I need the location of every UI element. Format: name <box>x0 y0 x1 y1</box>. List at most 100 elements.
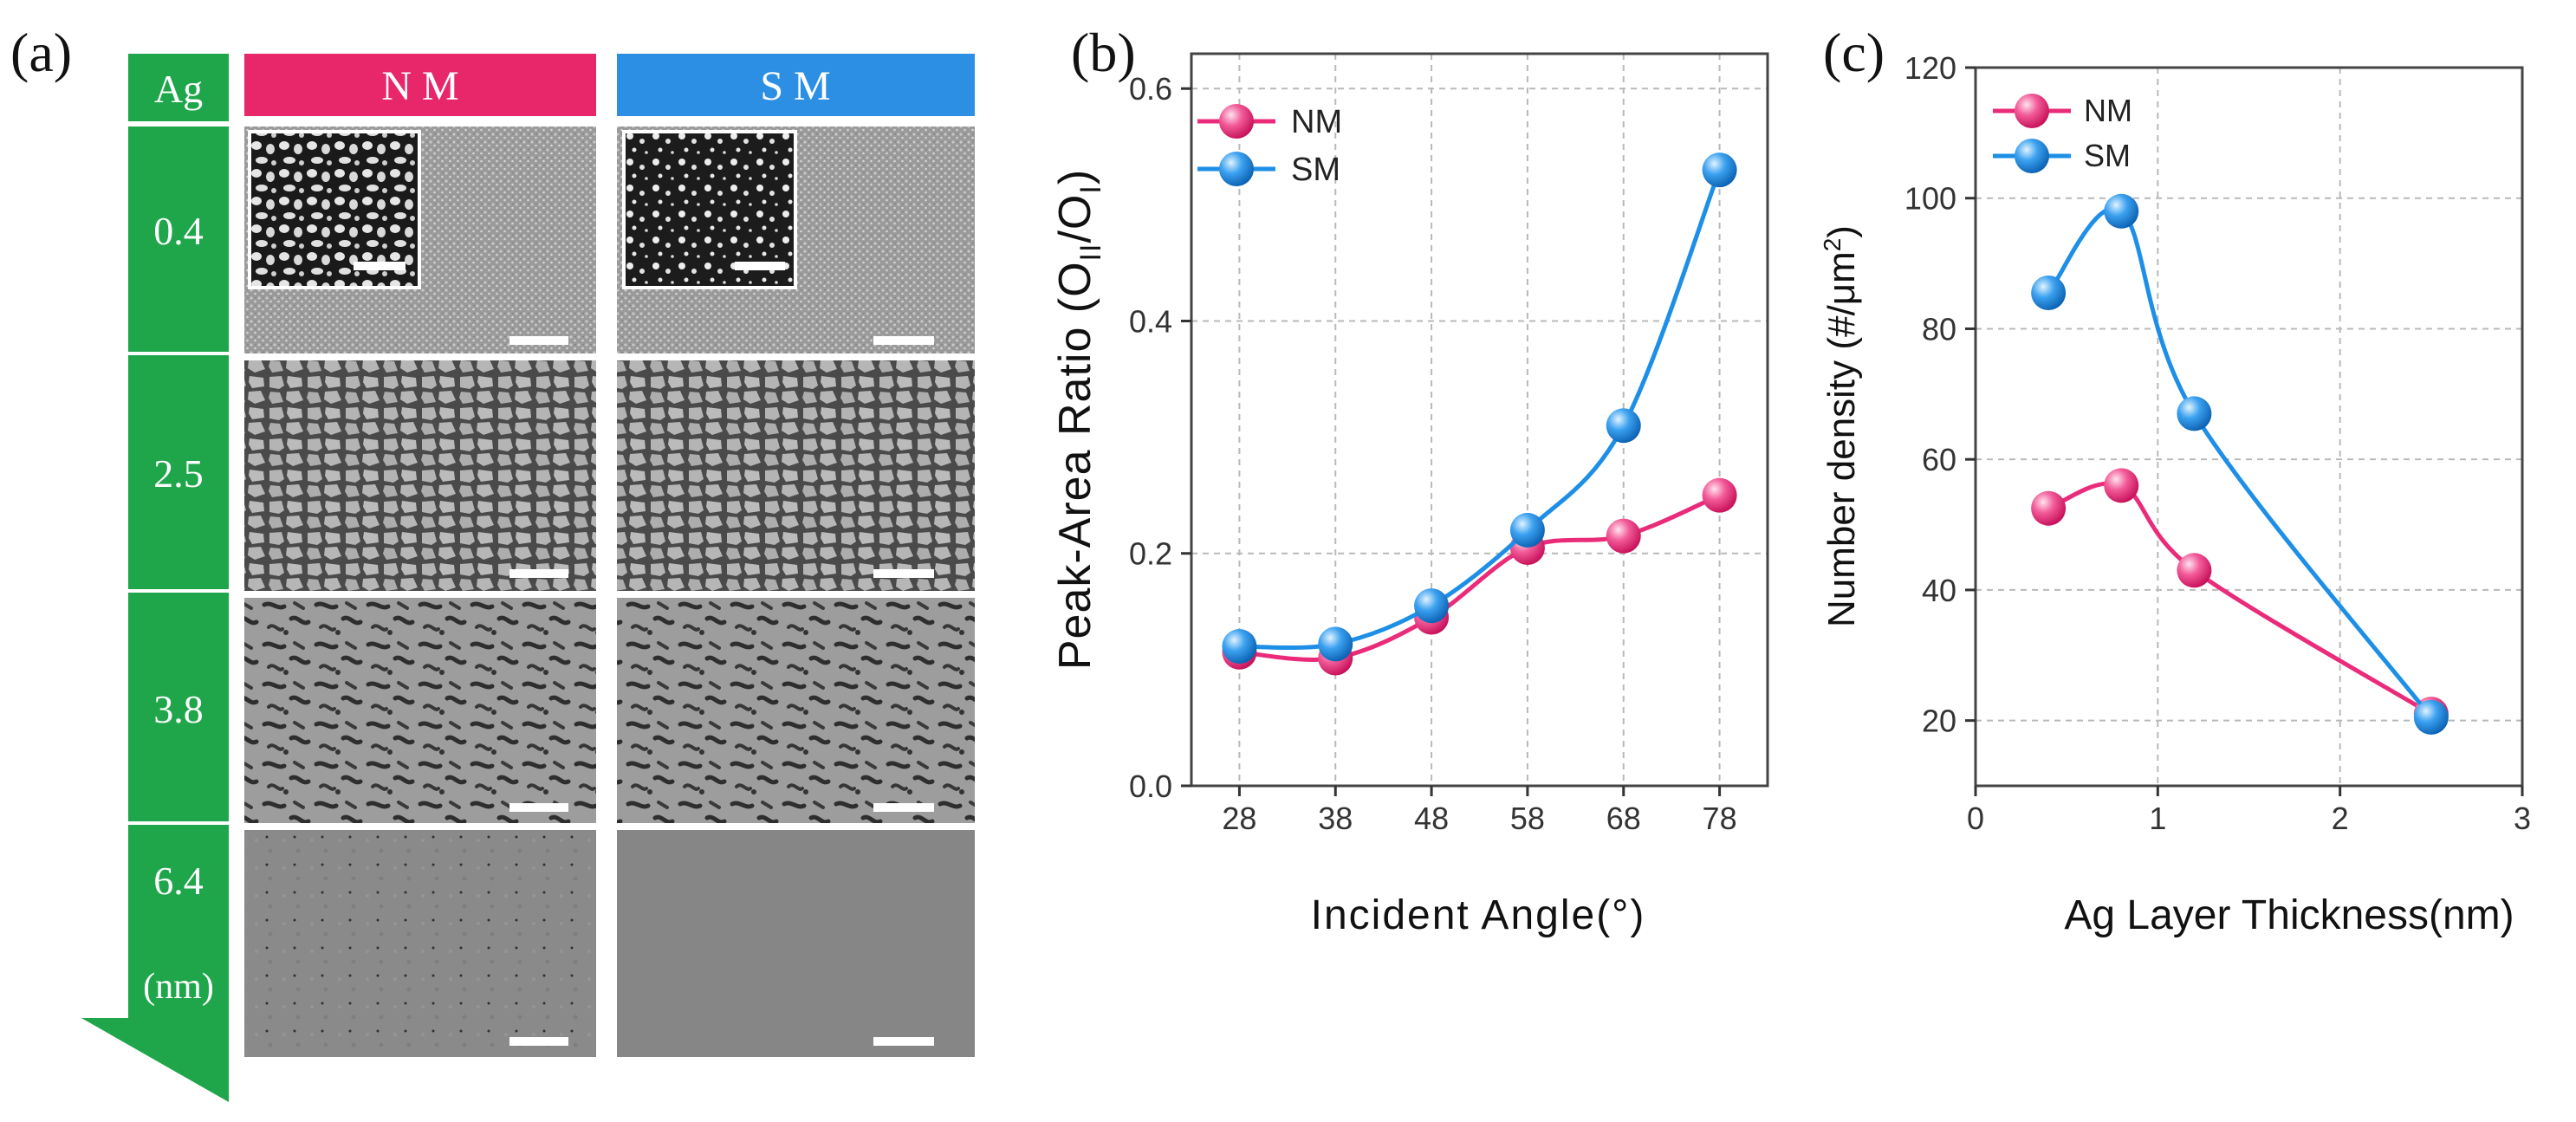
sem-image-nm-3.8 <box>244 598 596 823</box>
ag-header-label: Ag <box>154 67 203 111</box>
chart-c-point-sm-1 <box>2104 193 2139 229</box>
sem-image-sm-2.5 <box>617 360 975 591</box>
chart-b-xtick-label-0: 28 <box>1222 801 1256 836</box>
chart-b-point-nm-4 <box>1606 518 1641 554</box>
chart-c-xlabel: Ag Layer Thickness(nm) <box>2064 892 2514 938</box>
panel-a-label: (a) <box>10 22 72 83</box>
sm-header-label: S M <box>760 63 830 109</box>
scale-bar-sm-3.8 <box>873 803 934 812</box>
chart-c-grid <box>1976 68 2522 786</box>
panel-b-chart: (b) 28 38 48 58 68 78 0.0 0.2 0.4 0.6 NM SM Incid… <box>1050 22 1769 938</box>
chart-c-point-sm-0 <box>2031 276 2067 311</box>
legend-b-nm-label: NM <box>1291 104 1342 140</box>
chart-c-ylabel-sup: 2 <box>1819 238 1846 252</box>
sem-image-sm-6.4 <box>617 830 975 1057</box>
scale-bar-nm-0.4 <box>509 336 568 345</box>
legend-b-sm-marker <box>1219 152 1254 186</box>
scale-bar-nm-3.8 <box>509 803 568 812</box>
chart-c-xtick-label-3: 3 <box>2514 801 2531 836</box>
sem-image-sm-3.8 <box>617 598 975 823</box>
chart-b-point-sm-3 <box>1509 512 1545 548</box>
chart-b-point-sm-4 <box>1606 408 1641 444</box>
scale-bar-nm-6.4 <box>509 1037 568 1046</box>
thickness-label-0: 0.4 <box>153 209 204 253</box>
chart-c-ylabel: Number density (#/μm2) <box>1819 225 1863 627</box>
inset-scale-bar-sm <box>735 262 785 270</box>
scale-bar-sm-0.4 <box>873 336 934 345</box>
legend-b-nm-marker <box>1219 104 1254 139</box>
chart-b-xtick-label-2: 48 <box>1414 801 1449 836</box>
chart-c-point-sm-3 <box>2413 699 2449 735</box>
chart-c-ticks: 0 1 2 3 20 40 60 80 100 120 <box>1904 50 2531 836</box>
sem-image-nm-2.5 <box>244 360 596 591</box>
chart-b-ticks: 28 38 48 58 68 78 0.0 0.2 0.4 0.6 <box>1129 71 1737 836</box>
chart-b-ylabel-mid: /O <box>1050 194 1100 243</box>
legend-c-nm-label: NM <box>2084 93 2132 128</box>
chart-c-ytick-label-2: 60 <box>1922 442 1956 477</box>
chart-c-point-nm-1 <box>2104 468 2139 503</box>
chart-c-ytick-label-4: 100 <box>1904 181 1956 217</box>
scale-bar-sm-2.5 <box>873 569 934 578</box>
chart-c-ytick-label-0: 20 <box>1922 704 1956 739</box>
chart-c-ytick-label-5: 120 <box>1904 50 1956 86</box>
thickness-label-2: 3.8 <box>153 687 204 731</box>
sem-image-nm-6.4 <box>244 830 596 1057</box>
chart-b-grid <box>1191 54 1768 786</box>
legend-c-sm-label: SM <box>2084 138 2131 173</box>
chart-b-xtick-label-3: 58 <box>1510 801 1545 836</box>
chart-b-ylabel-sub1: II <box>1074 243 1107 262</box>
chart-b-point-sm-5 <box>1702 152 1737 188</box>
chart-b-ytick-label-2: 0.4 <box>1129 303 1172 339</box>
chart-c-series <box>2031 193 2449 735</box>
chart-c-ytick-label-3: 80 <box>1922 311 1956 347</box>
chart-b-legend: NM SM <box>1197 104 1342 188</box>
panel-b-label: (b) <box>1071 22 1136 83</box>
thickness-label-3: 6.4 <box>153 859 204 903</box>
chart-b-point-nm-5 <box>1702 477 1737 513</box>
nm-header-label: N M <box>381 63 458 109</box>
chart-b-xtick-label-1: 38 <box>1318 801 1353 836</box>
scale-bar-sm-6.4 <box>873 1037 934 1046</box>
chart-b-ylabel-main: Peak-Area Ratio (O <box>1050 261 1100 670</box>
chart-c-ylabel-main: Number density (#/μm <box>1820 251 1863 627</box>
chart-c-series-nm-line <box>2047 481 2433 717</box>
nm-header <box>244 54 596 116</box>
thickness-arrow <box>81 126 229 1102</box>
chart-c-point-nm-2 <box>2177 553 2212 588</box>
legend-c-sm-marker <box>2015 139 2049 173</box>
chart-b-ylabel-end: ) <box>1050 169 1100 185</box>
chart-c-series-sm-line <box>2047 206 2433 719</box>
chart-b-point-sm-2 <box>1414 588 1450 624</box>
chart-c-legend: NM SM <box>1993 93 2132 173</box>
chart-c-xtick-label-2: 2 <box>2332 801 2349 836</box>
inset-scale-bar-nm <box>354 262 406 270</box>
chart-b-series <box>1222 152 1737 676</box>
chart-b-point-sm-1 <box>1318 626 1353 662</box>
panel-c-label: (c) <box>1823 22 1885 83</box>
chart-c-ytick-label-1: 40 <box>1922 573 1956 608</box>
chart-b-ytick-label-0: 0.0 <box>1129 769 1172 804</box>
chart-b-xtick-label-5: 78 <box>1703 801 1737 836</box>
chart-b-xtick-label-4: 68 <box>1606 801 1641 836</box>
chart-b-frame <box>1190 52 1769 788</box>
chart-c-frame <box>1974 66 2524 788</box>
panel-a: (a) Ag 0.4 2.5 3.8 6.4 (nm) N M S M <box>10 22 975 1102</box>
chart-b-ytick-label-1: 0.2 <box>1129 536 1172 572</box>
ag-header-box <box>128 54 229 121</box>
chart-c-ylabel-end: ) <box>1820 225 1863 238</box>
unit-label: (nm) <box>143 967 214 1007</box>
chart-b-ylabel: Peak-Area Ratio (OII/OI) <box>1050 169 1107 670</box>
chart-c-point-nm-0 <box>2031 490 2067 526</box>
chart-b-xlabel: Incident Angle(°) <box>1311 892 1646 938</box>
thickness-label-1: 2.5 <box>153 451 204 496</box>
chart-b-ylabel-sub2: I <box>1074 185 1107 193</box>
chart-b-point-sm-0 <box>1222 629 1257 665</box>
scale-bar-nm-2.5 <box>509 569 568 578</box>
chart-c-xtick-label-1: 1 <box>2149 801 2166 836</box>
legend-c-nm-marker <box>2015 94 2049 128</box>
chart-b-series-sm-line <box>1239 169 1722 651</box>
sm-header <box>617 54 975 116</box>
legend-b-sm-label: SM <box>1291 152 1340 188</box>
chart-c-xtick-label-0: 0 <box>1967 801 1984 836</box>
